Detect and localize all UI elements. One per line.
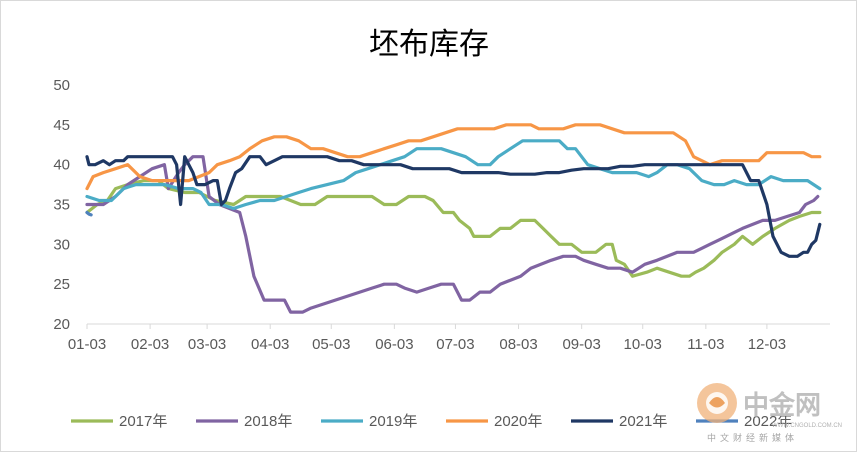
- x-tick-label: 11-03: [687, 336, 724, 353]
- watermark-domain: WWW.CNGOLD.COM.CN: [772, 423, 842, 429]
- x-tick-label: 03-03: [188, 336, 226, 353]
- series-line-2: [85, 155, 820, 314]
- y-tick-label: 50: [53, 77, 70, 94]
- x-tick-label: 12-03: [748, 336, 786, 353]
- brand-logo-icon: [697, 383, 737, 423]
- legend-label: 2022年: [744, 413, 792, 430]
- legend-label: 2018年: [244, 413, 292, 430]
- y-axis: 20 25 30 35 40 45 50: [53, 77, 70, 333]
- legend-label: 2021年: [619, 413, 667, 430]
- series-line-1: [85, 179, 822, 278]
- watermark: 中金网 WWW.CNGOLD.COM.CN 中文财经新媒体: [697, 383, 842, 444]
- x-tick-label: 09-03: [562, 336, 600, 353]
- series-line-4: [85, 123, 822, 191]
- series-line-3: [85, 139, 822, 211]
- y-tick-label: 25: [53, 276, 70, 293]
- watermark-tagline: 中文财经新媒体: [707, 432, 798, 444]
- x-tick-label: 05-03: [312, 336, 350, 353]
- y-tick-label: 30: [53, 236, 70, 253]
- x-tick-label: 01-03: [68, 336, 106, 353]
- y-tick-label: 45: [53, 117, 70, 134]
- legend-label: 2019年: [369, 413, 417, 430]
- chart-title: 坯布库存: [369, 27, 489, 62]
- watermark-brand: 中金网: [743, 390, 821, 421]
- series-line-5: [85, 155, 822, 258]
- x-axis: 01-03 02-03 03-03 04-03 05-03 06-03 07-03 08-03…: [68, 323, 830, 353]
- x-tick-label: 08-03: [499, 336, 537, 353]
- x-tick-label: 02-03: [131, 336, 169, 353]
- y-tick-label: 35: [53, 197, 70, 214]
- legend-label: 2017年: [119, 413, 167, 430]
- y-tick-label: 40: [53, 157, 70, 174]
- legend-label: 2020年: [494, 413, 542, 430]
- x-tick-label: 10-03: [624, 336, 662, 353]
- legend: 2017年 2018年 2019年 2020年 2021年 2022年: [71, 413, 792, 430]
- y-tick-label: 20: [53, 316, 70, 333]
- series-line-6: [85, 210, 93, 217]
- series-layer: [85, 123, 822, 314]
- x-tick-label: 06-03: [375, 336, 413, 353]
- x-tick-label: 07-03: [436, 336, 474, 353]
- x-tick-label: 04-03: [251, 336, 289, 353]
